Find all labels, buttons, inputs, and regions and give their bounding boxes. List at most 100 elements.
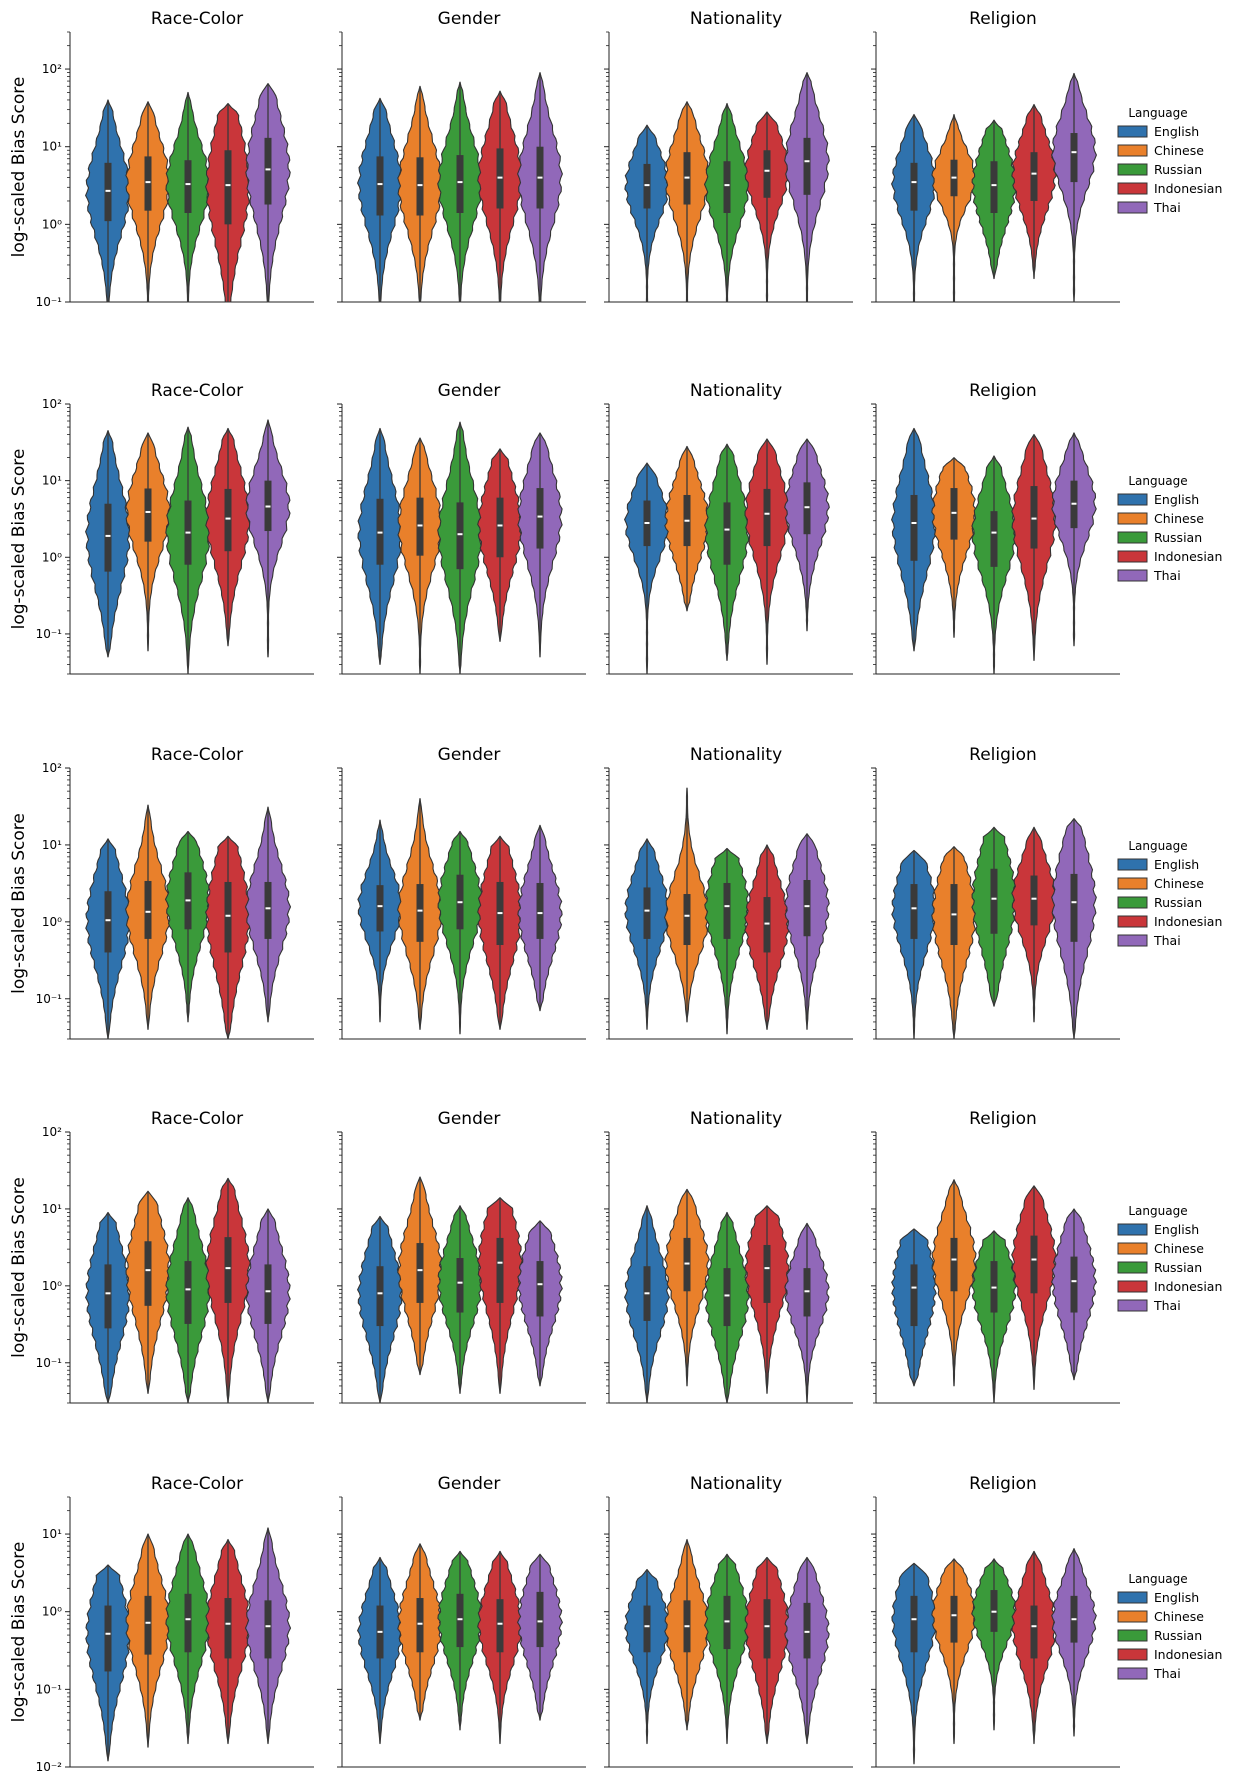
violin-thai bbox=[784, 833, 830, 1030]
violin-iqr-box bbox=[950, 1237, 958, 1292]
violin-iqr-box bbox=[144, 880, 152, 939]
panel-title: Race-Color bbox=[151, 1109, 243, 1129]
legend-swatch-indonesian bbox=[1117, 550, 1148, 563]
violin-russian bbox=[437, 830, 483, 1035]
violin-iqr-box bbox=[376, 156, 384, 216]
violin-iqr-box bbox=[104, 1605, 112, 1672]
legend-label-thai: Thai bbox=[1153, 1666, 1181, 1681]
violin-english bbox=[891, 849, 937, 1040]
legend-label-indonesian: Indonesian bbox=[1154, 549, 1222, 564]
legend-title: Language bbox=[1128, 1572, 1187, 1586]
violin-iqr-box bbox=[763, 1244, 771, 1303]
violin-russian bbox=[437, 81, 483, 303]
violin-indonesian bbox=[477, 835, 523, 1030]
panel-race-color: Race-Color 10⁻¹ 10⁰ 10¹ 10² bbox=[36, 381, 314, 675]
legend-label-english: English bbox=[1154, 857, 1199, 872]
legend-swatch-russian bbox=[1117, 163, 1148, 176]
violin-iqr-box bbox=[224, 150, 232, 225]
legend-label-indonesian: Indonesian bbox=[1154, 181, 1222, 196]
violin-english bbox=[85, 99, 131, 303]
violin-thai bbox=[245, 1208, 291, 1404]
legend-label-english: English bbox=[1154, 1222, 1199, 1237]
violin-indonesian bbox=[205, 102, 251, 303]
panel-religion: Religion bbox=[871, 381, 1120, 675]
violin-chinese bbox=[664, 445, 710, 612]
violin-iqr-box bbox=[416, 497, 424, 556]
violin-iqr-box bbox=[803, 1268, 811, 1317]
violin-iqr-box bbox=[416, 884, 424, 942]
violin-iqr-box bbox=[1030, 1235, 1038, 1294]
violin-english bbox=[891, 113, 937, 303]
violin-thai bbox=[245, 419, 291, 658]
violin-russian bbox=[971, 826, 1017, 1007]
violin-chinese bbox=[664, 1188, 710, 1387]
violin-iqr-box bbox=[184, 160, 192, 214]
panel-title: Nationality bbox=[690, 1474, 782, 1494]
legend-swatch-russian bbox=[1117, 1629, 1148, 1642]
violin-iqr-box bbox=[104, 162, 112, 222]
violin-russian bbox=[437, 421, 483, 675]
violin-english bbox=[357, 427, 403, 665]
legend-label-chinese: Chinese bbox=[1154, 1609, 1204, 1624]
violin-thai bbox=[517, 824, 563, 1012]
legend-label-english: English bbox=[1154, 124, 1199, 139]
legend: Language English Chinese Russian Indonesian T… bbox=[1117, 474, 1222, 583]
violin-indonesian bbox=[477, 1197, 523, 1394]
legend-swatch-chinese bbox=[1117, 1610, 1148, 1623]
violin-english bbox=[891, 1228, 937, 1387]
violin-iqr-box bbox=[643, 163, 651, 209]
violin-iqr-box bbox=[1030, 486, 1038, 549]
violin-iqr-box bbox=[803, 482, 811, 535]
legend-swatch-chinese bbox=[1117, 144, 1148, 157]
row-3: log-scaled Bias Score Race-Color 10⁻¹ 10⁰ 10… bbox=[9, 745, 1222, 1040]
violin-indonesian bbox=[744, 1556, 790, 1745]
legend: Language English Chinese Russian Indonesian T… bbox=[1117, 1204, 1222, 1313]
violin-indonesian bbox=[1011, 103, 1057, 280]
violin-chinese bbox=[397, 798, 443, 1030]
violin-iqr-box bbox=[416, 1598, 424, 1653]
violin-iqr-box bbox=[1030, 875, 1038, 926]
panel-title: Race-Color bbox=[151, 745, 243, 765]
y-axis-label: log-scaled Bias Score bbox=[9, 449, 29, 630]
violin-indonesian bbox=[477, 448, 523, 642]
violin-thai bbox=[517, 72, 563, 303]
violin-chinese bbox=[664, 101, 710, 303]
violin-iqr-box bbox=[1030, 152, 1038, 201]
violin-russian bbox=[165, 1197, 211, 1404]
violin-russian bbox=[164, 830, 212, 1023]
violin-indonesian bbox=[205, 427, 251, 647]
panel-title: Nationality bbox=[690, 1109, 782, 1129]
violin-chinese bbox=[931, 457, 977, 638]
tick-label: 10⁰ bbox=[42, 550, 62, 564]
y-axis-label: log-scaled Bias Score bbox=[9, 813, 29, 994]
legend-label-chinese: Chinese bbox=[1154, 1241, 1204, 1256]
violin-iqr-box bbox=[264, 1600, 272, 1659]
violin-indonesian bbox=[1011, 433, 1057, 662]
panel-title: Nationality bbox=[690, 9, 782, 29]
violin-iqr-box bbox=[416, 1243, 424, 1303]
legend-swatch-chinese bbox=[1117, 512, 1148, 525]
legend-swatch-english bbox=[1117, 125, 1148, 138]
violin-thai bbox=[784, 72, 830, 303]
violin-thai bbox=[244, 806, 292, 1023]
violin-chinese bbox=[931, 1179, 977, 1387]
violin-iqr-box bbox=[723, 161, 731, 214]
violin-iqr-box bbox=[1070, 873, 1078, 942]
legend-label-russian: Russian bbox=[1154, 1260, 1202, 1275]
violin-english bbox=[85, 1564, 131, 1762]
tick-label: 10² bbox=[42, 1125, 62, 1139]
violin-chinese bbox=[125, 432, 171, 652]
panel-nationality: Nationality bbox=[604, 381, 853, 675]
violin-chinese bbox=[125, 101, 171, 303]
violin-iqr-box bbox=[224, 1598, 232, 1659]
row-5: log-scaled Bias Score Race-Color 10⁻² 10⁻¹ 1… bbox=[9, 1474, 1222, 1774]
violin-iqr-box bbox=[1030, 1605, 1038, 1659]
legend-label-thai: Thai bbox=[1153, 933, 1181, 948]
violin-russian bbox=[437, 1550, 483, 1731]
violin-indonesian bbox=[1011, 826, 1057, 1023]
panel-title: Race-Color bbox=[151, 381, 243, 401]
tick-label: 10⁻¹ bbox=[36, 1356, 63, 1370]
violin-english bbox=[891, 1562, 937, 1765]
violin-russian bbox=[971, 455, 1017, 675]
